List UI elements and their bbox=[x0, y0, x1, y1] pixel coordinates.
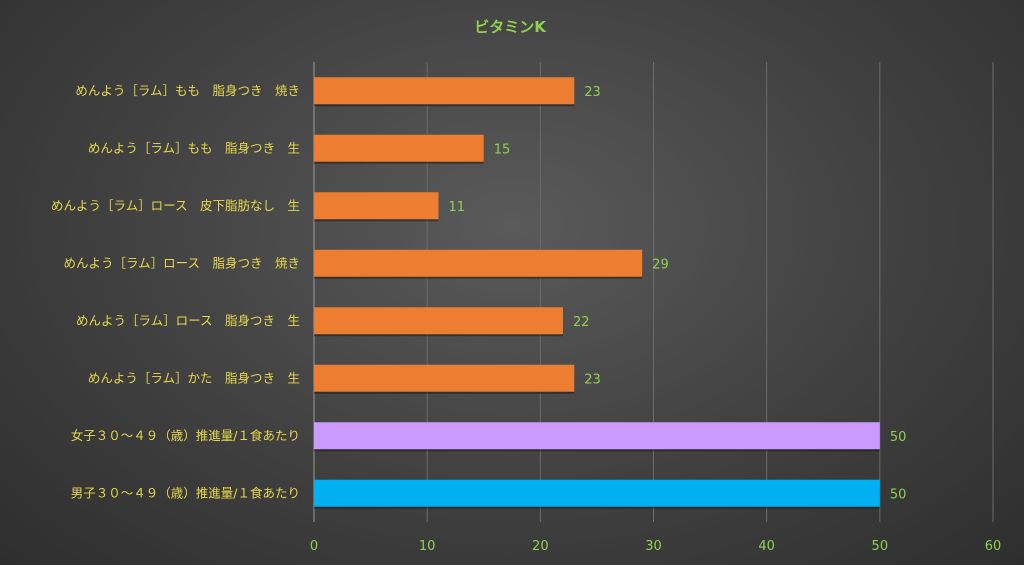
bar bbox=[314, 364, 575, 392]
x-tick-label: 60 bbox=[985, 539, 1002, 554]
category-label: 男子３０～４９（歳）推進量/１食あたり bbox=[71, 485, 300, 500]
data-label: 50 bbox=[890, 430, 907, 445]
bar bbox=[314, 479, 880, 507]
data-label: 22 bbox=[573, 315, 590, 330]
x-axis-ticks: 0 10 20 30 40 50 60 bbox=[310, 539, 1001, 554]
data-label: 23 bbox=[584, 85, 601, 100]
bar bbox=[314, 134, 484, 162]
bars bbox=[314, 77, 880, 509]
bar bbox=[314, 77, 575, 105]
grid-lines bbox=[313, 62, 994, 522]
data-label: 50 bbox=[890, 487, 907, 502]
bar bbox=[314, 307, 563, 335]
data-label: 11 bbox=[448, 200, 465, 215]
x-tick-label: 0 bbox=[310, 539, 318, 554]
bar bbox=[314, 192, 439, 220]
x-tick-label: 50 bbox=[872, 539, 889, 554]
bar bbox=[314, 249, 643, 277]
data-labels: 23 15 11 29 22 23 50 50 bbox=[448, 85, 906, 503]
bar bbox=[314, 422, 880, 450]
category-label: 女子３０～４９（歳）推進量/１食あたり bbox=[71, 428, 300, 443]
category-label: めんよう［ラム］ロース 脂身つき 生 bbox=[76, 313, 300, 328]
category-label: めんよう［ラム］かた 脂身つき 生 bbox=[88, 370, 300, 385]
data-label: 15 bbox=[494, 142, 511, 157]
x-tick-label: 20 bbox=[532, 539, 549, 554]
data-label: 23 bbox=[584, 372, 601, 387]
category-label: めんよう［ラム］もも 脂身つき 生 bbox=[88, 140, 300, 155]
category-label: めんよう［ラム］ロース 脂身つき 焼き bbox=[63, 255, 300, 270]
chart-title: ビタミンK bbox=[474, 18, 547, 36]
data-label: 29 bbox=[652, 257, 669, 272]
x-tick-label: 30 bbox=[645, 539, 662, 554]
x-tick-label: 10 bbox=[419, 539, 436, 554]
category-label: めんよう［ラム］もも 脂身つき 焼き bbox=[75, 83, 300, 98]
category-label: めんよう［ラム］ロース 皮下脂肪なし 生 bbox=[51, 198, 300, 213]
x-tick-label: 40 bbox=[758, 539, 775, 554]
